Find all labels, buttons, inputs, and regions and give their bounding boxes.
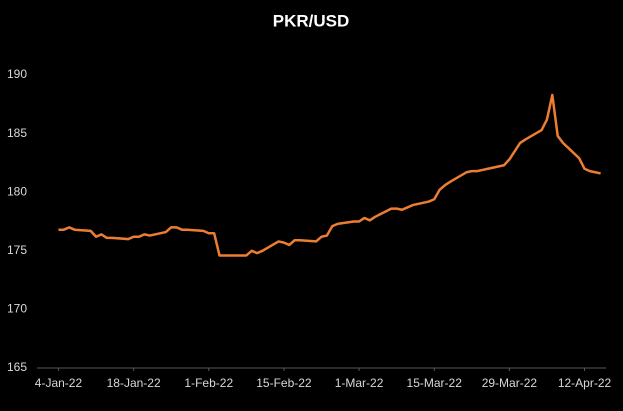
y-tick-label: 170 — [7, 302, 27, 316]
series-line — [58, 93, 601, 257]
y-tick-label: 165 — [7, 360, 27, 374]
x-tick-label: 4-Jan-22 — [35, 376, 83, 390]
y-tick-label: 180 — [7, 184, 27, 198]
x-tick-label: 15-Mar-22 — [407, 376, 463, 390]
chart-title: PKR/USD — [273, 11, 350, 30]
x-tick-label: 1-Feb-22 — [184, 376, 233, 390]
x-tick-label: 1-Mar-22 — [335, 376, 384, 390]
x-tick-label: 15-Feb-22 — [256, 376, 312, 390]
x-tick-label: 18-Jan-22 — [107, 376, 161, 390]
y-tick-label: 175 — [7, 243, 27, 257]
x-tick-label: 29-Mar-22 — [482, 376, 538, 390]
y-tick-label: 190 — [7, 67, 27, 81]
x-tick-label: 12-Apr-22 — [558, 376, 612, 390]
y-tick-label: 185 — [7, 126, 27, 140]
